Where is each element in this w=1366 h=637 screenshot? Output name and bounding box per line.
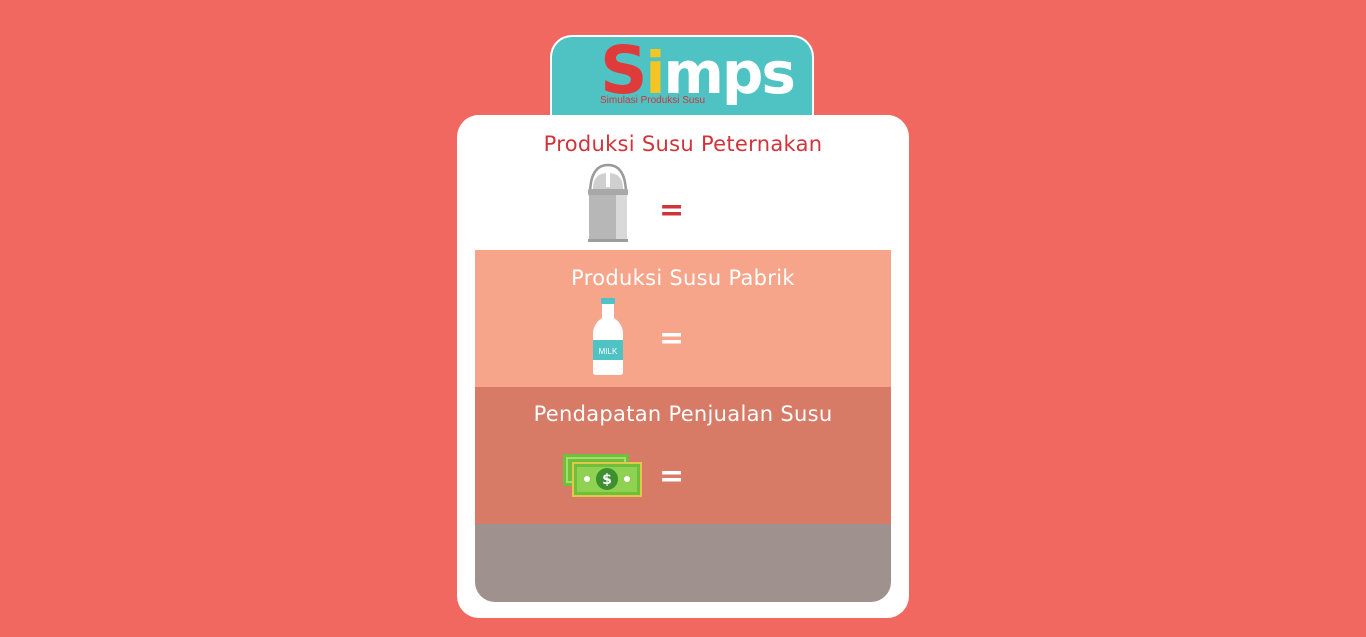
logo-letter-s: S bbox=[600, 32, 648, 109]
factory-production-section: Produksi Susu Pabrik MILK = bbox=[475, 250, 891, 387]
bottle-label: MILK bbox=[599, 347, 618, 356]
app-logo: Simps bbox=[600, 37, 796, 108]
footer-band bbox=[475, 524, 891, 602]
farm-production-title: Produksi Susu Peternakan bbox=[543, 132, 823, 156]
sales-revenue-title: Pendapatan Penjualan Susu bbox=[533, 402, 833, 426]
money-icon: $ bbox=[563, 454, 642, 497]
sales-revenue-equals: = bbox=[659, 459, 685, 494]
factory-production-title: Produksi Susu Pabrik bbox=[571, 266, 795, 290]
sales-revenue-section: Pendapatan Penjualan Susu $ = bbox=[475, 387, 891, 524]
farm-production-equals: = bbox=[659, 193, 685, 228]
farm-production-section: Produksi Susu Peternakan = bbox=[475, 115, 891, 250]
logo-letters-rest: mps bbox=[663, 39, 795, 107]
logo-letter-i: i bbox=[645, 39, 666, 107]
factory-production-equals: = bbox=[659, 321, 685, 356]
results-card: Produksi Susu Peternakan = Produksi Susu… bbox=[457, 115, 909, 618]
logo-subtitle: Simulasi Produksi Susu bbox=[600, 95, 706, 106]
milk-can-icon bbox=[588, 163, 628, 242]
milk-bottle-icon: MILK bbox=[593, 298, 623, 375]
dollar-sign: $ bbox=[602, 472, 612, 488]
